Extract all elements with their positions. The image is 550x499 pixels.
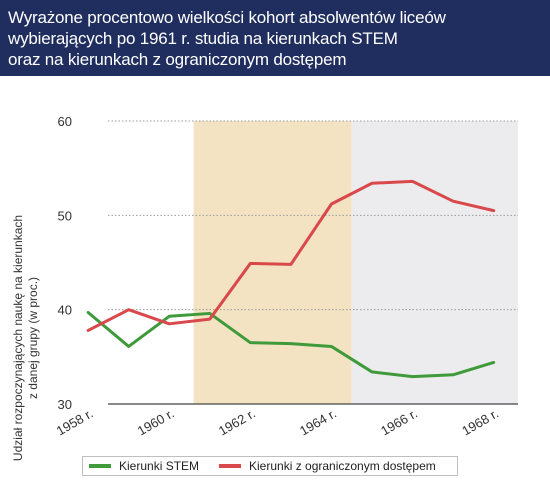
y-tick-label-50: 50: [58, 208, 72, 223]
chart-title-banner: Wyrażone procentowo wielkości kohort abs…: [0, 0, 550, 76]
x-tick-label-1964: 1964 r.: [297, 406, 339, 439]
x-tick-label-1968: 1968 r.: [459, 406, 501, 439]
legend-swatch-restricted: [219, 464, 241, 468]
series-line-stem: [86, 310, 496, 379]
chart-legend: Kierunki STEM Kierunki z ograniczonym do…: [82, 456, 458, 476]
x-tick-label-1960: 1960 r.: [135, 406, 177, 439]
y-tick-label-30: 30: [58, 397, 72, 412]
chart-title-line-1: Wyrażone procentowo wielkości kohort abs…: [8, 8, 446, 27]
chart-title-line-3: oraz na kierunkach z ograniczonym dostęp…: [8, 50, 347, 69]
y-axis-label-line-1: Udział rozpoczynających naukę na kierunk…: [11, 215, 25, 461]
y-tick-label-40: 40: [58, 303, 72, 318]
background-band-2: [351, 121, 518, 404]
chart-title-line-2: wybierających po 1961 r. studia na kieru…: [8, 29, 398, 48]
x-tick-label-1962: 1962 r.: [216, 406, 258, 439]
legend-swatch-stem: [89, 464, 111, 468]
y-tick-label-60: 60: [58, 114, 72, 129]
y-axis-label-line-2: z danej grupy (w proc.): [26, 277, 40, 399]
x-tick-label-1966: 1966 r.: [378, 406, 420, 439]
legend-label-restricted: Kierunki z ograniczonym dostępem: [249, 459, 436, 473]
legend-label-stem: Kierunki STEM: [119, 459, 200, 473]
series-line-restricted: [86, 179, 496, 332]
chart-area: 30 40 50 60 1958 r. 1960 r. 1962 r. 1964 r. 196…: [0, 76, 550, 494]
legend-item-restricted: Kierunki z ograniczonym dostępem: [219, 457, 436, 475]
legend-item-stem: Kierunki STEM: [89, 457, 199, 475]
